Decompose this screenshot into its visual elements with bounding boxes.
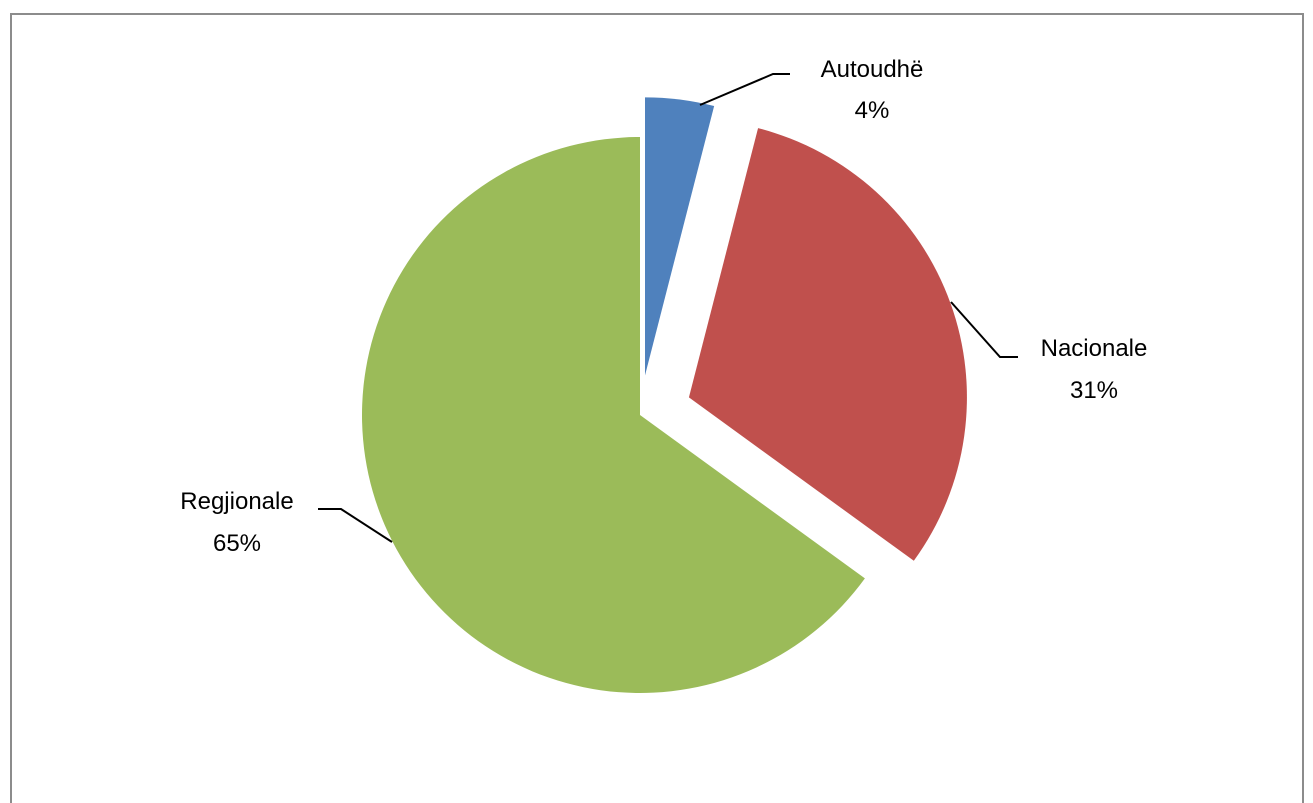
slice-value-autoudhe: 4% bbox=[855, 97, 890, 124]
pie-slice-nacionale bbox=[688, 128, 967, 561]
pie-slice-autoudhe bbox=[645, 97, 715, 376]
leader-line-regjionale bbox=[318, 508, 393, 543]
slice-value-regjionale: 65% bbox=[213, 530, 261, 557]
slice-label-autoudhe: Autoudhë bbox=[821, 56, 924, 83]
slice-label-regjionale: Regjionale bbox=[180, 488, 293, 515]
slice-label-nacionale: Nacionale bbox=[1041, 335, 1148, 362]
slice-value-nacionale: 31% bbox=[1070, 377, 1118, 404]
pie-slices bbox=[362, 97, 967, 693]
leader-lines bbox=[318, 73, 1018, 543]
leader-line-nacionale bbox=[950, 301, 1018, 358]
leader-line-autoudhe bbox=[699, 73, 790, 106]
pie-slice-regjionale bbox=[362, 137, 865, 693]
